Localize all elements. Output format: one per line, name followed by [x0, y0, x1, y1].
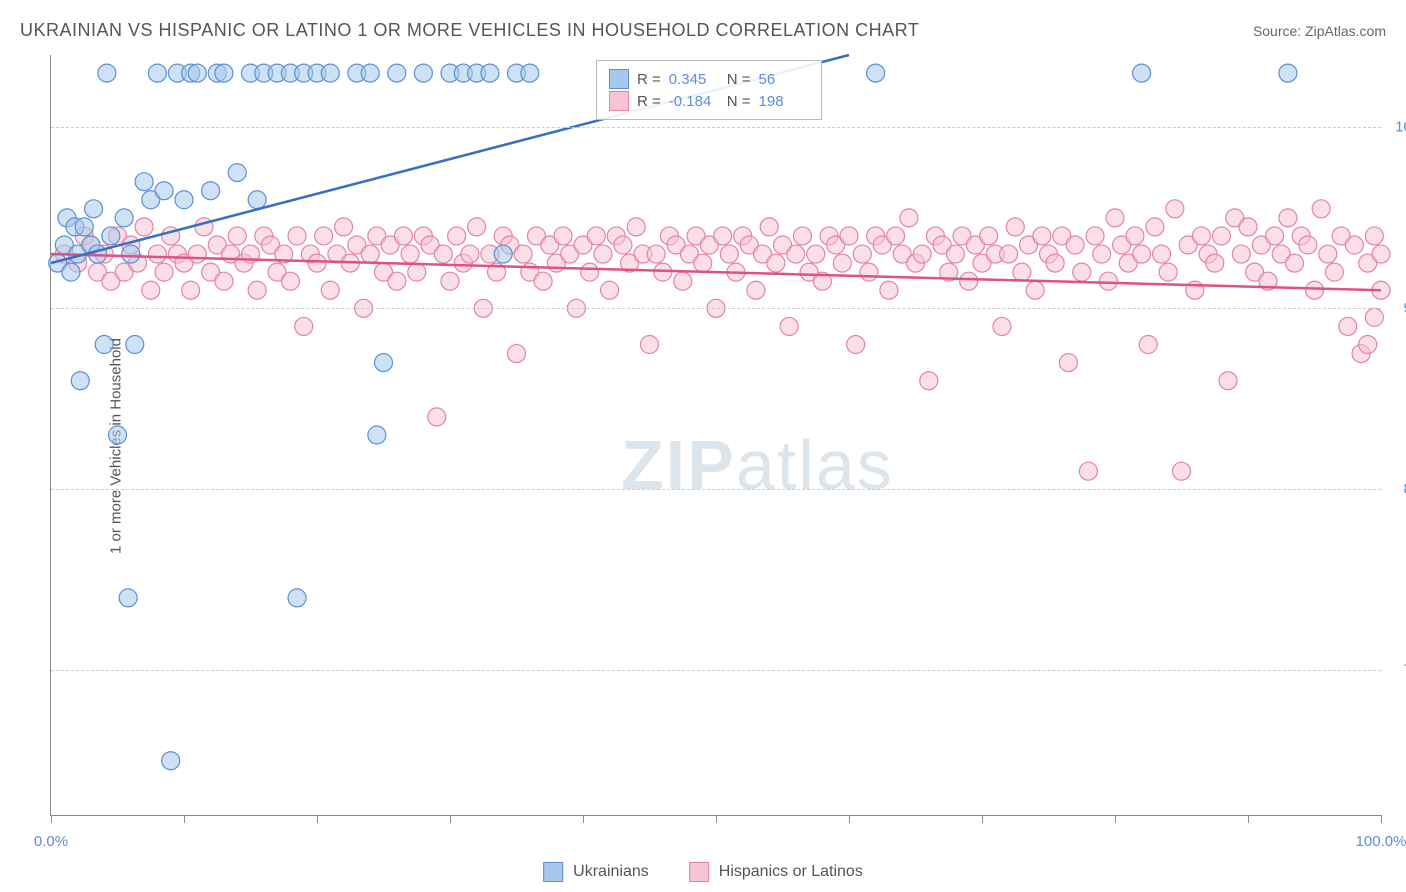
chart-title: UKRAINIAN VS HISPANIC OR LATINO 1 OR MOR…	[20, 20, 919, 41]
legend-swatch-hispanics	[689, 862, 709, 882]
x-tick	[450, 815, 451, 823]
x-tick-label: 100.0%	[1356, 833, 1406, 850]
legend-swatch-hispanics	[609, 91, 629, 111]
legend-swatch-ukrainians	[609, 69, 629, 89]
stat-label-r: R =	[637, 93, 661, 110]
source-label: Source:	[1253, 23, 1301, 39]
grid-line	[51, 308, 1381, 309]
grid-line	[51, 489, 1381, 490]
x-tick	[982, 815, 983, 823]
legend-row-hispanics: R = -0.184 N = 198	[609, 91, 809, 111]
bottom-legend-ukrainians: Ukrainians	[543, 862, 649, 882]
stat-label-n: N =	[727, 93, 751, 110]
source-attribution: Source: ZipAtlas.com	[1253, 23, 1386, 39]
scatter-chart	[51, 55, 1381, 815]
stat-r-hispanics: -0.184	[669, 93, 719, 110]
legend-row-ukrainians: R = 0.345 N = 56	[609, 69, 809, 89]
legend-swatch-ukrainians	[543, 862, 563, 882]
x-tick	[583, 815, 584, 823]
x-tick	[1115, 815, 1116, 823]
grid-line	[51, 670, 1381, 671]
stat-n-ukrainians: 56	[759, 71, 809, 88]
stats-legend-box: R = 0.345 N = 56 R = -0.184 N = 198	[596, 60, 822, 120]
stat-label-n: N =	[727, 71, 751, 88]
grid-line	[51, 127, 1381, 128]
stat-n-hispanics: 198	[759, 93, 809, 110]
x-tick	[1248, 815, 1249, 823]
stat-r-ukrainians: 0.345	[669, 71, 719, 88]
x-tick-label: 0.0%	[34, 833, 68, 850]
x-tick	[184, 815, 185, 823]
x-tick	[849, 815, 850, 823]
bottom-legend: Ukrainians Hispanics or Latinos	[543, 862, 863, 882]
y-tick-label: 100.0%	[1395, 119, 1406, 136]
legend-label-hispanics: Hispanics or Latinos	[719, 863, 863, 881]
legend-label-ukrainians: Ukrainians	[573, 863, 649, 881]
x-tick	[317, 815, 318, 823]
bottom-legend-hispanics: Hispanics or Latinos	[689, 862, 863, 882]
chart-header: UKRAINIAN VS HISPANIC OR LATINO 1 OR MOR…	[20, 20, 1386, 41]
source-value: ZipAtlas.com	[1305, 23, 1386, 39]
x-tick	[1381, 815, 1382, 823]
x-tick	[51, 815, 52, 823]
stat-label-r: R =	[637, 71, 661, 88]
x-tick	[716, 815, 717, 823]
plot-area: R = 0.345 N = 56 R = -0.184 N = 198 ZIPa…	[50, 55, 1381, 816]
